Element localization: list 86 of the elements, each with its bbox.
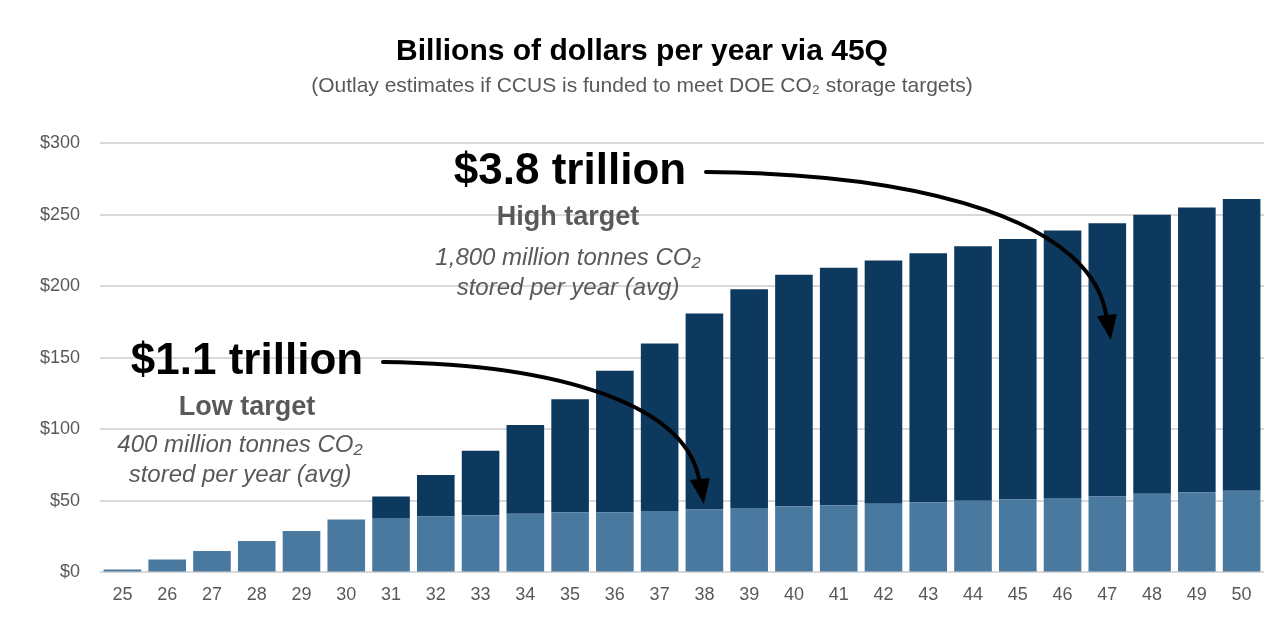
bar <box>193 550 231 572</box>
annotation: $3.8 trillion <box>453 144 687 194</box>
x-tick-label: 47 <box>1097 584 1118 605</box>
bar <box>1222 199 1261 491</box>
bar <box>1043 498 1082 572</box>
annotation: High target <box>496 201 640 232</box>
x-tick-label: 34 <box>515 584 536 605</box>
x-tick-label: 46 <box>1052 584 1073 605</box>
x-tick-label: 44 <box>963 584 984 605</box>
bar <box>864 260 903 504</box>
x-tick-label: 30 <box>336 584 357 605</box>
bar <box>237 540 276 572</box>
x-tick-label: 27 <box>201 584 222 605</box>
x-tick-label: 28 <box>246 584 267 605</box>
x-tick-label: 29 <box>291 584 312 605</box>
bar <box>506 425 545 514</box>
bar <box>1178 207 1216 493</box>
bar <box>1088 223 1127 497</box>
x-tick-label: 32 <box>425 584 446 605</box>
x-tick-label: 25 <box>112 584 133 605</box>
x-tick-label: 35 <box>560 584 581 605</box>
bar <box>640 343 679 511</box>
annotation: 400 million tonnes CO₂ stored per year (avg) <box>117 429 363 487</box>
bar <box>1133 493 1171 572</box>
y-tick-label: $200 <box>40 275 81 296</box>
bar <box>1088 496 1127 572</box>
bar <box>1222 490 1261 572</box>
y-tick-label: $100 <box>40 418 81 439</box>
bar <box>998 239 1037 500</box>
bar <box>282 530 321 572</box>
chart-subtitle: (Outlay estimates if CCUS is funded to meet DOE CO₂ storage targets) <box>311 73 973 97</box>
bar <box>417 516 455 572</box>
bar <box>148 559 186 572</box>
bar <box>998 499 1037 572</box>
bar <box>909 502 948 572</box>
annotation: Low target <box>178 391 316 422</box>
bar <box>372 518 410 572</box>
bar <box>730 289 768 509</box>
x-tick-label: 43 <box>918 584 939 605</box>
bar <box>819 267 858 506</box>
x-tick-label: 33 <box>470 584 491 605</box>
bar <box>461 450 500 516</box>
bar <box>730 508 768 572</box>
bar <box>1133 214 1171 494</box>
y-tick-label: $250 <box>40 203 81 224</box>
bar <box>819 505 858 572</box>
y-tick-label: $150 <box>40 346 81 367</box>
x-tick-label: 49 <box>1186 584 1207 605</box>
bar <box>327 519 366 572</box>
bar <box>864 503 903 572</box>
bar <box>506 513 545 572</box>
annotation: 1,800 million tonnes CO₂ stored per year (avg) <box>435 242 701 300</box>
x-tick-label: 37 <box>649 584 670 605</box>
x-tick-label: 50 <box>1231 584 1252 605</box>
y-tick-label: $0 <box>60 561 81 582</box>
annotation: $1.1 trillion <box>130 334 364 384</box>
x-tick-label: 38 <box>694 584 715 605</box>
bar <box>551 399 589 513</box>
chart-title: Billions of dollars per year via 45Q <box>396 33 888 67</box>
x-tick-label: 31 <box>381 584 402 605</box>
bar <box>417 475 455 517</box>
bar <box>551 512 589 572</box>
bar <box>685 509 724 572</box>
bar <box>775 506 813 572</box>
bar <box>461 515 500 572</box>
bar <box>685 313 724 510</box>
x-tick-label: 41 <box>828 584 849 605</box>
y-tick-label: $300 <box>40 132 81 153</box>
x-tick-label: 40 <box>783 584 804 605</box>
bar <box>775 274 813 507</box>
bar <box>954 500 992 572</box>
y-tick-label: $50 <box>50 489 81 510</box>
x-tick-label: 45 <box>1007 584 1028 605</box>
bar <box>1043 230 1082 499</box>
bar <box>596 512 634 572</box>
x-tick-label: 48 <box>1142 584 1163 605</box>
bar <box>909 253 948 503</box>
x-tick-label: 26 <box>157 584 178 605</box>
x-tick-label: 36 <box>604 584 625 605</box>
bar <box>372 496 410 519</box>
bar <box>596 370 634 513</box>
x-tick-label: 42 <box>873 584 894 605</box>
x-tick-label: 39 <box>739 584 760 605</box>
bar <box>640 510 679 572</box>
bar <box>1178 492 1216 572</box>
bar <box>954 246 992 501</box>
